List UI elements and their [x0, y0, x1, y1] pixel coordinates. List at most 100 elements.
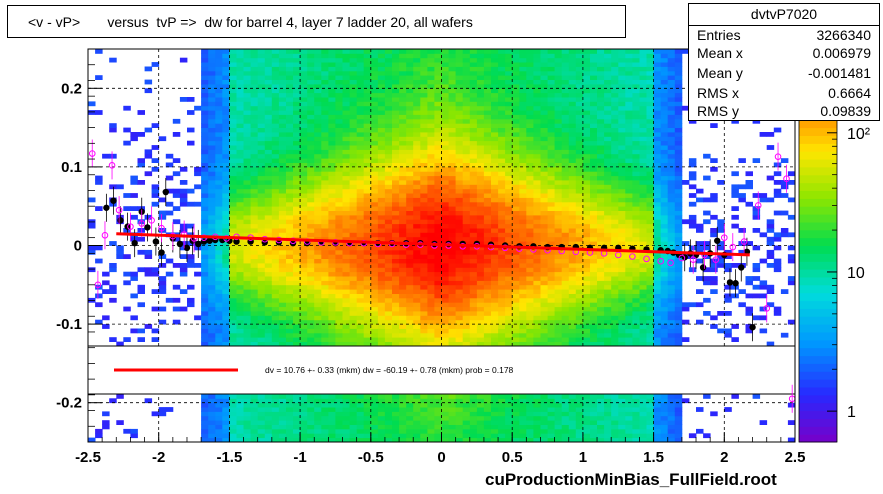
heatmap-cell — [321, 79, 329, 85]
heatmap-cell — [448, 49, 457, 54]
heatmap-cell — [243, 223, 251, 229]
heatmap-cell — [307, 92, 315, 98]
heatmap-cell — [335, 175, 343, 181]
heatmap-cell — [151, 411, 160, 417]
heatmap-cell — [498, 214, 506, 220]
heatmap-cell — [257, 210, 266, 216]
heatmap-cell — [540, 341, 548, 347]
heatmap-cell — [370, 254, 379, 259]
heatmap-cell — [201, 145, 209, 150]
heatmap-cell — [321, 415, 329, 421]
heatmap-cell — [356, 411, 365, 417]
heatmap-cell — [151, 289, 160, 294]
heatmap-cell — [286, 206, 294, 211]
heatmap-cell — [264, 62, 273, 67]
heatmap-cell — [469, 197, 478, 203]
heatmap-cell — [526, 433, 534, 439]
heatmap-cell — [434, 232, 442, 238]
heatmap-cell — [370, 66, 379, 72]
heatmap-cell — [349, 219, 358, 225]
heatmap-cell — [286, 280, 294, 286]
heatmap-cell — [264, 232, 273, 238]
heatmap-cell — [314, 66, 322, 72]
heatmap-cell — [293, 302, 301, 308]
heatmap-cell — [300, 420, 308, 425]
heatmap-cell — [215, 158, 223, 163]
heatmap-cell — [123, 337, 131, 342]
heatmap-cell — [512, 180, 520, 185]
heatmap-cell — [469, 398, 478, 404]
heatmap-cell — [236, 254, 244, 259]
heatmap-cell — [109, 201, 117, 207]
heatmap-cell — [201, 424, 209, 430]
heatmap-cell — [229, 79, 237, 85]
heatmap-cell — [540, 92, 548, 98]
heatmap-cell — [505, 332, 513, 338]
heatmap-cell — [427, 280, 435, 286]
heatmap-cell — [427, 97, 435, 102]
heatmap-cell — [236, 127, 244, 133]
heatmap-cell — [512, 201, 520, 207]
heatmap-cell — [307, 136, 315, 142]
heatmap-cell — [561, 276, 570, 281]
heatmap-cell — [547, 280, 556, 286]
heatmap-cell — [406, 158, 414, 163]
heatmap-cell — [335, 171, 343, 177]
heatmap-cell — [201, 210, 209, 216]
heatmap-cell — [392, 193, 400, 198]
heatmap-cell — [201, 332, 209, 338]
heatmap-cell — [293, 188, 301, 194]
heatmap-cell — [363, 57, 372, 63]
heatmap-cell — [455, 97, 464, 102]
heatmap-cell — [243, 193, 251, 198]
heatmap-cell — [476, 411, 485, 417]
heatmap-cell — [540, 306, 548, 312]
heatmap-cell — [526, 341, 534, 347]
heatmap-cell — [314, 197, 322, 203]
heatmap-cell — [271, 267, 280, 273]
heatmap-cell — [526, 210, 534, 216]
heatmap-cell — [264, 284, 273, 290]
heatmap-cell — [208, 424, 216, 430]
heatmap-cell — [356, 105, 365, 111]
heatmap-cell — [307, 110, 315, 115]
heatmap-cell — [342, 223, 350, 229]
heatmap-cell — [208, 328, 216, 334]
heatmap-cell — [222, 420, 230, 425]
heatmap-cell — [533, 118, 541, 124]
heatmap-cell — [476, 140, 485, 146]
heatmap-cell — [363, 166, 372, 172]
heatmap-cell — [448, 267, 457, 273]
heatmap-cell — [300, 267, 308, 273]
heatmap-cell — [561, 118, 570, 124]
heatmap-cell — [462, 153, 471, 159]
heatmap-cell — [547, 271, 556, 277]
heatmap-cell — [335, 127, 343, 133]
heatmap-cell — [469, 66, 478, 72]
heatmap-cell — [476, 241, 485, 246]
heatmap-cell — [271, 398, 280, 404]
heatmap-cell — [392, 83, 400, 89]
heatmap-cell — [455, 311, 464, 316]
heatmap-cell — [151, 193, 160, 198]
heatmap-cell — [512, 88, 520, 94]
heatmap-cell — [363, 433, 372, 439]
heatmap-cell — [413, 284, 421, 290]
heatmap-cell — [512, 166, 520, 172]
heatmap-cell — [568, 162, 577, 168]
heatmap-cell — [328, 193, 336, 198]
heatmap-cell — [250, 324, 259, 329]
heatmap-cell — [300, 293, 308, 299]
heatmap-cell — [392, 101, 400, 107]
heatmap-cell — [533, 232, 541, 238]
heatmap-cell — [335, 271, 343, 277]
heatmap-cell — [561, 214, 570, 220]
heatmap-cell — [427, 254, 435, 259]
heatmap-cell — [399, 407, 407, 412]
heatmap-cell — [314, 341, 322, 347]
heatmap-cell — [208, 319, 216, 325]
heatmap-cell — [215, 180, 223, 185]
heatmap-cell — [356, 219, 365, 225]
heatmap-cell — [413, 263, 421, 268]
heatmap-cell — [561, 433, 570, 439]
